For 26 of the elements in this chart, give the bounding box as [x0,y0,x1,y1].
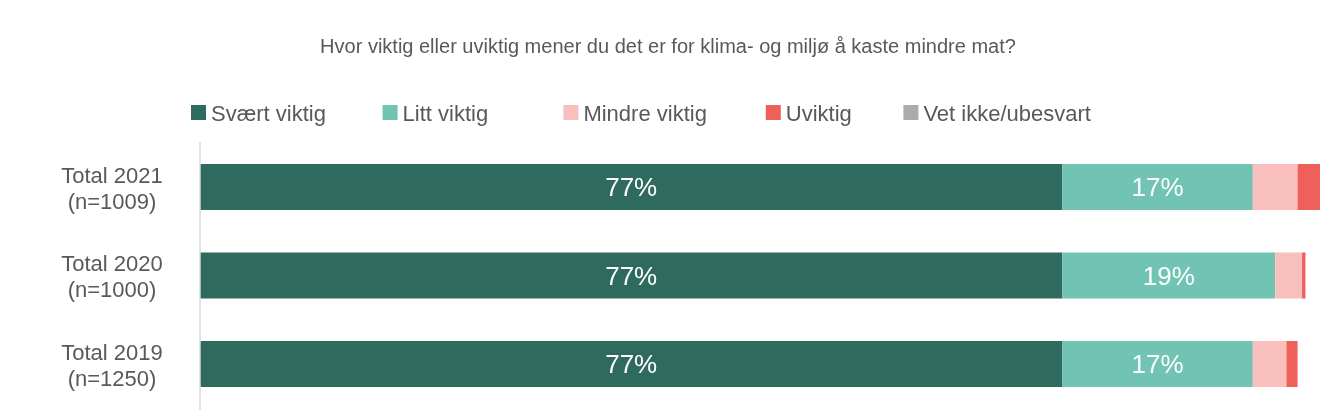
y-tick-label: Total 2020 (n=1000) [61,251,163,303]
bar [1286,341,1298,387]
chart-title: Hvor viktig eller uviktig mener du det er for klima- og miljø å kaste mindre mat? [320,35,1016,57]
data-label: 77% [605,172,658,203]
data-label: 19% [1142,260,1195,291]
bar [1252,341,1287,387]
legend-label: Mindre viktig [583,100,707,126]
legend-label: Vet ikke/ubesvart [923,100,1091,126]
bar [200,252,1063,299]
data-label: 77% [605,349,658,380]
bar [200,164,1063,210]
data-label: 17% [1131,349,1184,380]
legend-label: Litt viktig [402,100,489,126]
y-tick-label: Total 2021 (n=1009) [61,162,163,214]
bar [1062,164,1253,210]
bar [200,341,1063,387]
bar [1062,341,1253,387]
legend-label: Uviktig [785,100,852,126]
legend-label: Svært viktig [211,100,326,126]
data-label: 17% [1131,172,1184,203]
data-label: 77% [605,260,658,291]
bar [1062,252,1276,299]
y-tick-label: Total 2019 (n=1250) [61,339,163,391]
bar [1252,164,1298,210]
bar [1297,164,1320,210]
bar [1275,252,1303,299]
